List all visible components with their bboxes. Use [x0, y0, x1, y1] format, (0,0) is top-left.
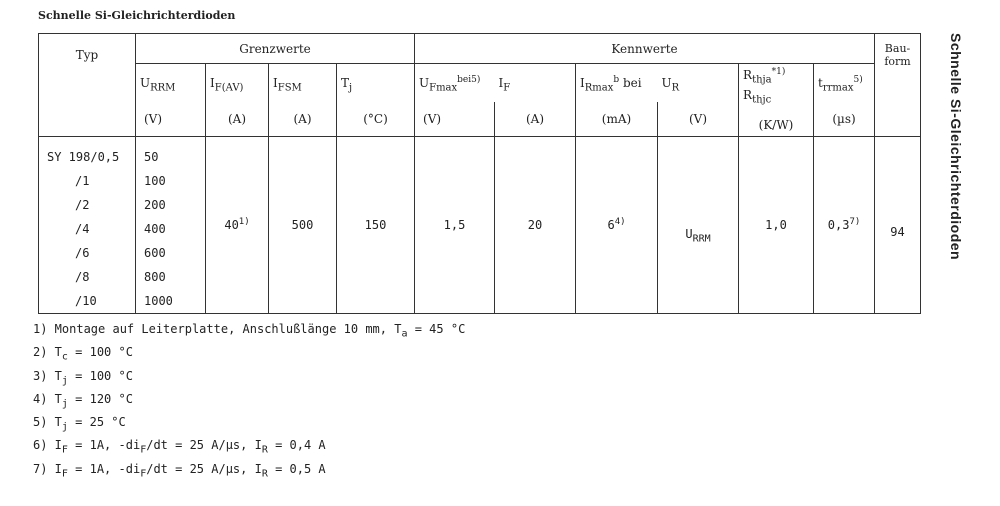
cell-bauform: 94: [874, 135, 922, 314]
type-list: SY 198/0,5/1/2/4/6/8/10: [38, 135, 136, 314]
header-unit: (A): [494, 102, 577, 137]
header-symbol: URRM: [135, 63, 206, 102]
list-item: 400: [144, 221, 166, 236]
header-symbol: trrmax5): [813, 63, 876, 102]
cell-ir: 64): [575, 135, 659, 314]
cell-ur: URRM: [657, 135, 740, 314]
list-item: 800: [144, 269, 166, 284]
list-item: SY 198/0,5: [47, 149, 120, 164]
header-symbol: UR: [657, 63, 740, 102]
header-symbol: UFmaxbei5): [414, 63, 495, 102]
footnote: 5) Tj = 25 °C: [33, 415, 126, 433]
list-item: /8: [75, 269, 90, 284]
side-title: Schnelle Si-Gleichrichterdioden: [948, 33, 964, 261]
list-item: /4: [75, 221, 90, 236]
cell-ifsm: 500: [268, 135, 337, 314]
header-symbol: Tj: [335, 63, 416, 102]
list-item: 50: [144, 149, 159, 164]
urrm-list: 50 100 200 400 600 800 1000: [135, 135, 206, 314]
footnote: 1) Montage auf Leiterplatte, Anschlußlän…: [33, 322, 466, 340]
cell-uf: 1,5: [414, 135, 496, 314]
header-unit: (mA): [575, 102, 659, 137]
list-item: /6: [75, 245, 90, 260]
list-item: /10: [75, 293, 97, 308]
list-item: 1000: [144, 293, 173, 308]
list-item: /2: [75, 197, 90, 212]
header-grenzwerte: Grenzwerte: [134, 33, 416, 64]
header-kennwerte: Kennwerte: [414, 33, 876, 64]
list-item: 100: [144, 173, 166, 188]
header-unit: (V): [414, 102, 496, 137]
footnotes: 1) Montage auf Leiterplatte, Anschlußlän…: [33, 318, 465, 481]
header-symbol: IFSM: [268, 63, 337, 102]
cell-rth: 1,0: [738, 135, 815, 314]
header-symbol: IRmaxb bei: [575, 63, 658, 102]
cell-if-av: 401): [205, 135, 269, 314]
footnote: 3) Tj = 100 °C: [33, 368, 133, 386]
header-symbol: IF: [494, 63, 577, 102]
header-unit: (A): [268, 102, 337, 137]
list-item: 200: [144, 197, 166, 212]
footnote: 6) IF = 1A, -diF/dt = 25 A/µs, IR = 0,4 …: [33, 438, 326, 456]
header-unit: (K/W): [738, 102, 815, 137]
list-item: /1: [75, 173, 90, 188]
header-unit: (V): [657, 102, 740, 137]
footnote: 7) IF = 1A, -diF/dt = 25 A/µs, IR = 0,5 …: [33, 461, 326, 480]
header-typ: Typ: [38, 33, 136, 137]
header-unit: (°C): [335, 102, 416, 137]
page-title: Schnelle Si-Gleichrichterdioden: [38, 9, 236, 22]
cell-trr: 0,37): [813, 135, 876, 314]
footnote: 4) Tj = 120 °C: [33, 391, 133, 410]
header-bauform: Bau-form: [874, 33, 922, 137]
header-unit: (V): [135, 102, 206, 137]
header-symbol: Rthja*1) Rthjc: [738, 63, 815, 105]
header-unit: (µs): [813, 102, 876, 137]
diode-table: Typ Grenzwerte Kennwerte Bau-form URRM IF…: [38, 33, 922, 314]
header-symbol: IF(AV): [205, 63, 269, 102]
list-item: 600: [144, 245, 166, 260]
header-unit: (A): [205, 102, 269, 137]
cell-if: 20: [494, 135, 577, 314]
cell-tj: 150: [335, 135, 416, 314]
footnote: 2) Tc = 100 °C: [33, 345, 133, 363]
